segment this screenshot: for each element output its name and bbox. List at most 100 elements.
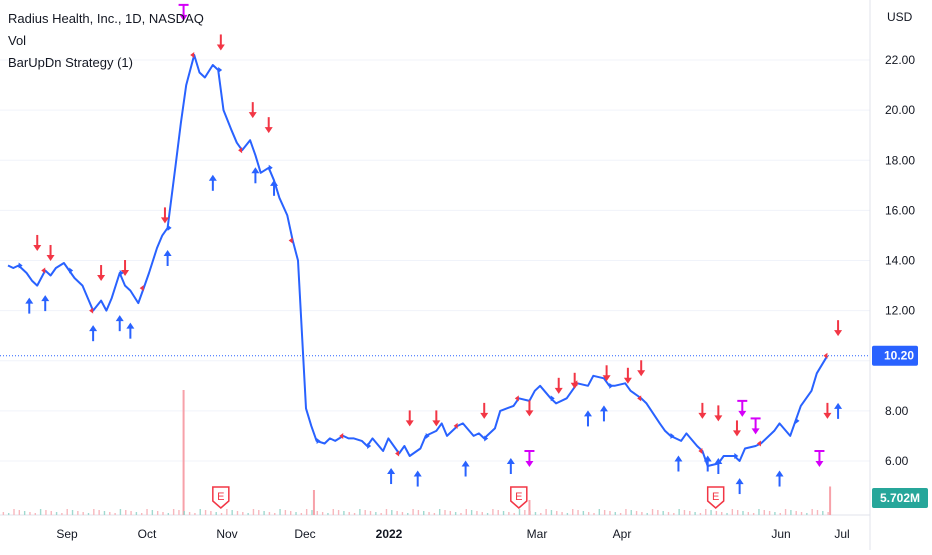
volume-bar [194, 513, 196, 515]
short-entry-arrow[interactable] [216, 34, 225, 51]
volume-bar [268, 512, 271, 515]
exit-arrow[interactable] [524, 450, 535, 467]
volume-bar [710, 510, 712, 515]
time-axis-label: Oct [138, 527, 157, 541]
short-entry-arrow[interactable] [432, 410, 441, 427]
volume-bar [23, 511, 26, 515]
volume-bar [7, 513, 10, 515]
short-entry-arrow[interactable] [570, 372, 579, 389]
short-entry-arrow[interactable] [264, 117, 273, 134]
volume-bar [82, 512, 84, 515]
long-entry-arrow[interactable] [89, 325, 98, 342]
long-entry-arrow[interactable] [461, 460, 470, 477]
long-entry-arrow[interactable] [251, 167, 260, 184]
time-axis-label: 2022 [376, 527, 403, 541]
volume-bar [71, 510, 74, 515]
earnings-marker[interactable]: E [212, 486, 230, 509]
earnings-marker[interactable]: E [510, 486, 528, 509]
volume-bar [156, 511, 159, 515]
volume-bar [103, 511, 106, 515]
volume-indicator-label[interactable]: Vol [8, 33, 27, 48]
volume-bar [391, 510, 393, 515]
short-entry-arrow[interactable] [33, 234, 42, 251]
volume-bar [274, 513, 276, 515]
long-entry-arrow[interactable] [413, 470, 422, 487]
order-fill-marker [670, 432, 675, 439]
short-entry-arrow[interactable] [823, 402, 832, 419]
exit-arrow[interactable] [178, 3, 189, 21]
current-price-tag[interactable] [872, 345, 918, 366]
short-entry-arrow[interactable] [525, 400, 534, 417]
order-fill-marker [190, 51, 195, 58]
long-entry-arrow[interactable] [163, 249, 172, 266]
time-axis-label: Apr [613, 527, 632, 541]
long-entry-arrow[interactable] [735, 478, 744, 495]
volume-bar [806, 513, 808, 515]
short-entry-arrow[interactable] [602, 365, 611, 382]
volume-bar [236, 511, 239, 515]
volume-bar [135, 512, 138, 515]
long-entry-arrow[interactable] [115, 315, 124, 332]
long-entry-arrow[interactable] [703, 455, 712, 472]
short-entry-arrow[interactable] [405, 410, 414, 427]
long-entry-arrow[interactable] [834, 402, 843, 419]
exit-arrow[interactable] [814, 450, 825, 467]
volume-bar [513, 513, 515, 515]
chart-legend: Radius Health, Inc., 1D, NASDAQ Vol BarU… [8, 8, 204, 74]
volume-bar [827, 512, 829, 515]
volume-bar [534, 512, 537, 515]
symbol-title[interactable]: Radius Health, Inc., 1D, NASDAQ [8, 11, 204, 26]
volume-bar [561, 512, 563, 515]
short-entry-arrow[interactable] [480, 402, 489, 419]
short-entry-arrow[interactable] [554, 377, 563, 394]
long-entry-arrow[interactable] [506, 458, 515, 475]
long-entry-arrow[interactable] [208, 174, 217, 191]
time-axis-label: Jun [771, 527, 790, 541]
short-entry-arrow[interactable] [732, 420, 741, 437]
short-entry-arrow[interactable] [698, 402, 707, 419]
short-entry-arrow[interactable] [623, 367, 632, 384]
long-entry-arrow[interactable] [775, 470, 784, 487]
volume-bar [45, 510, 47, 515]
strategy-indicator-label[interactable]: BarUpDn Strategy (1) [8, 55, 133, 70]
order-fill-marker [119, 270, 124, 277]
long-entry-arrow[interactable] [583, 410, 592, 427]
short-entry-arrow[interactable] [160, 207, 169, 224]
short-entry-arrow[interactable] [46, 244, 55, 261]
volume-bar [375, 512, 377, 515]
long-entry-arrow[interactable] [387, 468, 396, 485]
volume-bar [699, 513, 702, 515]
volume-bar [795, 511, 797, 515]
earnings-marker[interactable]: E [706, 486, 725, 509]
volume-bar [625, 509, 627, 515]
volume-tag[interactable] [872, 488, 928, 508]
volume-bar [763, 510, 765, 515]
order-fill-marker [795, 417, 800, 424]
long-entry-arrow[interactable] [714, 458, 723, 475]
long-entry-arrow[interactable] [270, 179, 279, 196]
short-entry-arrow[interactable] [97, 265, 106, 282]
volume-bar [119, 509, 122, 515]
short-entry-arrow[interactable] [248, 102, 257, 119]
exit-arrow[interactable] [737, 399, 748, 417]
volume-bar [508, 512, 510, 515]
price-axis-tick: 18.00 [885, 153, 915, 167]
price-axis-tick: 20.00 [885, 103, 915, 117]
short-entry-arrow[interactable] [834, 320, 843, 337]
short-entry-arrow[interactable] [714, 405, 723, 422]
exit-arrow[interactable] [750, 417, 761, 435]
long-entry-arrow[interactable] [126, 322, 135, 339]
short-entry-arrow[interactable] [121, 260, 130, 277]
volume-bar [646, 513, 648, 515]
price-line[interactable] [7, 54, 829, 467]
long-entry-arrow[interactable] [41, 295, 50, 312]
time-axis-label: Dec [294, 527, 315, 541]
long-entry-arrow[interactable] [599, 405, 608, 422]
volume-bar [603, 510, 606, 515]
long-entry-arrow[interactable] [25, 297, 34, 314]
short-entry-arrow[interactable] [637, 360, 646, 377]
volume-bar [167, 513, 170, 515]
long-entry-arrow[interactable] [674, 455, 683, 472]
